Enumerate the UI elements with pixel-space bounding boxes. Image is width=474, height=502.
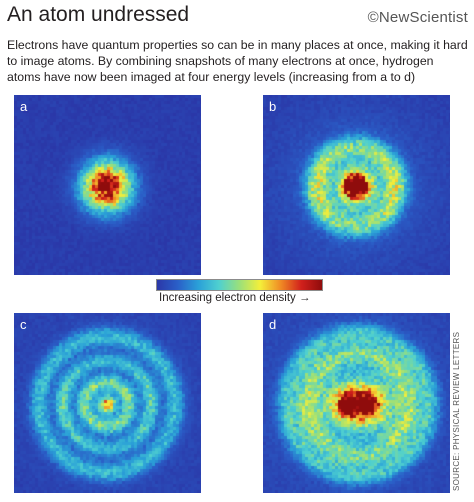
panel-b-image — [263, 95, 450, 275]
panel-a: a — [14, 95, 201, 275]
panel-c: c — [14, 313, 201, 493]
brand-logo: ©NewScientist — [367, 9, 468, 26]
panel-c-image — [14, 313, 201, 493]
panel-b: b — [263, 95, 450, 275]
panel-a-label: a — [20, 99, 28, 114]
colorbar-caption: Increasing electron density → — [159, 292, 311, 304]
intro-text: Electrons have quantum properties so can… — [7, 38, 468, 84]
panel-d-label: d — [269, 317, 277, 332]
panel-b-label: b — [269, 99, 277, 114]
panel-c-label: c — [20, 317, 27, 332]
panel-a-image — [14, 95, 201, 275]
source-credit: SOURCE: PHYSICAL REVIEW LETTERS — [452, 331, 461, 491]
colorbar — [156, 279, 323, 291]
page-title: An atom undressed — [7, 3, 190, 26]
panel-d-image — [263, 313, 450, 493]
panel-d: d — [263, 313, 450, 493]
